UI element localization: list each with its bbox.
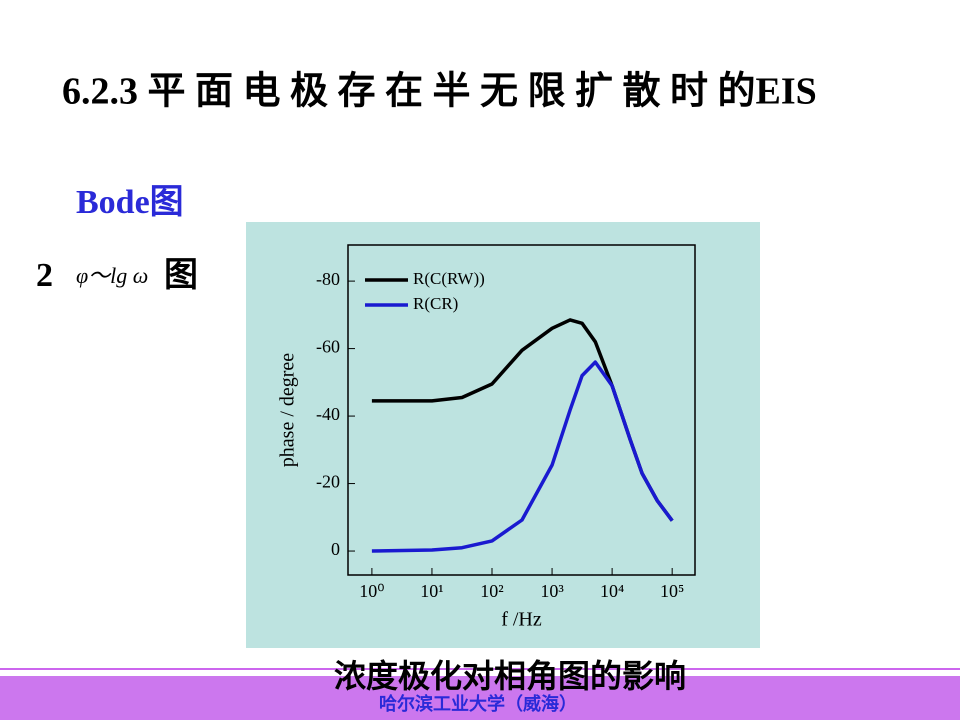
legend-label: R(CR) [413, 294, 458, 313]
slide-subtitle: Bode图 [76, 184, 184, 221]
caption: 浓度极化对相角图的影响 [334, 657, 686, 695]
x-tick-label: 10³ [540, 581, 564, 601]
x-axis-label: f /Hz [501, 609, 542, 631]
slide-title: 6.2.3 平 面 电 极 存 在 半 无 限 扩 散 时 的EIS [62, 71, 817, 113]
y-tick-label: -20 [316, 472, 340, 492]
footer-bar [0, 676, 960, 720]
legend-label: R(C(RW)) [413, 269, 485, 288]
series-line [371, 360, 674, 553]
x-tick-label: 10¹ [420, 581, 443, 601]
x-tick-label: 10² [480, 581, 503, 601]
y-tick-label: -40 [316, 404, 340, 424]
item-number: 2 [36, 257, 53, 294]
y-tick-label: 0 [331, 539, 340, 559]
x-tick-label: 10⁵ [660, 581, 684, 601]
y-tick-label: -80 [316, 269, 340, 289]
x-tick-label: 10⁴ [600, 581, 624, 601]
plot-frame [347, 244, 696, 576]
item-suffix: 图 [164, 257, 198, 294]
chart-panel [246, 222, 760, 648]
y-tick-label: -60 [316, 337, 340, 357]
item-formula: φ～lg ω [76, 263, 148, 288]
y-axis-label: phase / degree [277, 353, 299, 468]
x-tick-label: 10⁰ [359, 581, 384, 601]
footer: 哈尔滨工业大学（威海） [379, 693, 577, 715]
